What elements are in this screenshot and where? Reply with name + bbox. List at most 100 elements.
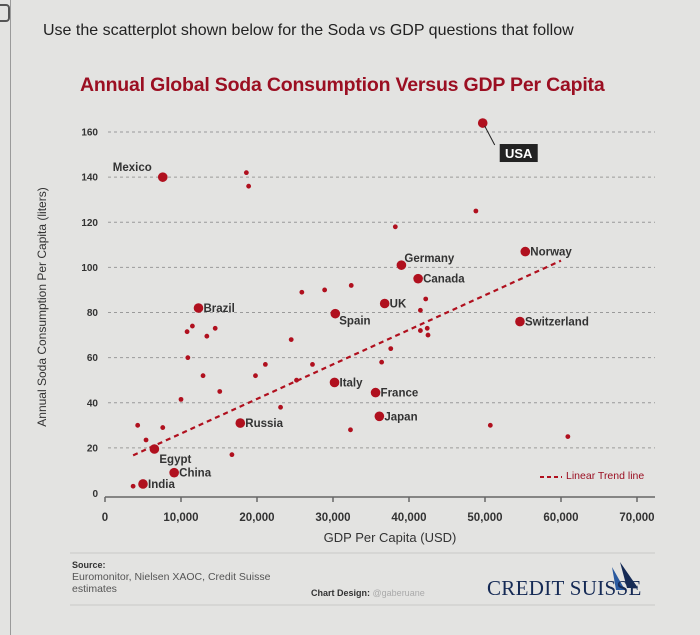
point-label: Mexico [113, 162, 152, 174]
data-point [204, 333, 210, 339]
data-point [379, 359, 385, 365]
point-label: Japan [384, 411, 417, 423]
question-instruction: Use the scatterplot shown below for the … [43, 22, 574, 39]
window-edge [10, 0, 11, 635]
credit-suisse-logo: CREDIT SUISSE [487, 576, 642, 600]
data-point [278, 404, 283, 410]
point-label: Brazil [203, 303, 234, 315]
source-heading: Source: [72, 560, 106, 570]
point-label: Norway [530, 247, 572, 259]
point-label: China [179, 468, 212, 480]
chart-design-credit: Chart Design: @gaberuane [311, 588, 425, 598]
data-point-india [138, 479, 148, 489]
x-tick-label: 70,000 [619, 512, 654, 524]
point-label: Switzerland [525, 317, 589, 329]
y-tick-label: 80 [87, 308, 99, 319]
sidebar-tab-icon[interactable] [0, 4, 10, 22]
chart-title: Annual Global Soda Consumption Versus GD… [80, 74, 605, 96]
usa-callout-line [484, 125, 496, 146]
x-axis-label: GDP Per Capita (USD) [323, 530, 457, 545]
data-point [348, 283, 354, 288]
point-label: Canada [423, 274, 465, 286]
design-handle: @gaberuane [372, 588, 425, 598]
data-point [288, 337, 294, 342]
data-point [565, 434, 571, 439]
data-point [229, 452, 235, 458]
data-point [184, 329, 190, 335]
data-point-spain [330, 308, 341, 319]
data-point-mexico [157, 172, 168, 182]
data-point [424, 325, 430, 331]
point-label: Italy [340, 377, 364, 389]
source-text: Euromonitor, Nielsen XAOC, Credit Suisse… [72, 571, 271, 595]
data-point [185, 355, 191, 361]
data-point-switzerland [515, 316, 525, 327]
legend-label: Linear Trend line [566, 470, 645, 482]
y-tick-label: 40 [87, 398, 99, 409]
data-point [392, 224, 398, 230]
x-tick-label: 20,000 [239, 512, 274, 524]
x-tick-label: 60,000 [543, 512, 578, 524]
data-point [423, 296, 429, 302]
y-tick-label: 120 [81, 218, 98, 229]
data-point [473, 208, 479, 214]
usa-label-box [499, 144, 538, 163]
point-label: Egypt [159, 454, 191, 466]
data-point [310, 362, 315, 367]
data-point [200, 373, 206, 379]
data-point-uk [379, 298, 390, 309]
data-point-usa [477, 118, 488, 128]
data-point [294, 377, 299, 383]
y-tick-label: 160 [81, 128, 98, 139]
data-point-egypt [149, 444, 160, 454]
data-point [388, 346, 394, 352]
data-point [130, 483, 136, 489]
data-point [425, 332, 431, 338]
data-point-norway [520, 246, 531, 257]
y-tick-label: 0 [92, 489, 98, 500]
data-point-france [370, 387, 381, 398]
data-point [253, 373, 258, 379]
point-label: Russia [245, 418, 283, 430]
data-point [487, 422, 493, 428]
y-tick-label: 100 [81, 263, 98, 274]
design-label: Chart Design: [311, 588, 371, 598]
data-point-russia [235, 418, 246, 428]
data-point [135, 422, 141, 428]
data-point [262, 362, 268, 367]
point-label: India [148, 479, 175, 491]
x-tick-label: 40,000 [391, 512, 426, 524]
y-tick-label: 140 [81, 173, 98, 184]
data-point [243, 170, 249, 176]
data-point [418, 307, 423, 313]
y-tick-label: 60 [87, 353, 99, 364]
y-tick-label: 20 [87, 443, 99, 454]
data-point [212, 325, 218, 331]
x-tick-label: 50,000 [467, 512, 502, 524]
data-point-canada [413, 273, 423, 284]
point-label: Spain [339, 316, 370, 328]
x-tick-label: 10,000 [163, 512, 198, 524]
data-point-brazil [193, 303, 204, 313]
data-point-germany [396, 260, 407, 270]
point-label: Germany [404, 253, 454, 265]
data-point [322, 287, 328, 293]
point-label: USA [505, 146, 533, 161]
data-point-italy [329, 377, 340, 388]
data-point [418, 328, 423, 333]
x-tick-label: 0 [102, 512, 108, 524]
credit-suisse-sails-icon [612, 562, 638, 590]
data-point [299, 289, 305, 295]
data-point [190, 323, 195, 329]
trend-line [132, 259, 562, 457]
data-point [217, 389, 223, 394]
data-point [348, 427, 353, 433]
point-label: UK [390, 298, 407, 310]
data-point [143, 437, 149, 443]
data-point [178, 396, 184, 402]
x-tick-label: 30,000 [315, 512, 350, 524]
data-point [246, 183, 252, 189]
data-point-china [169, 467, 179, 478]
point-label: France [381, 388, 419, 400]
